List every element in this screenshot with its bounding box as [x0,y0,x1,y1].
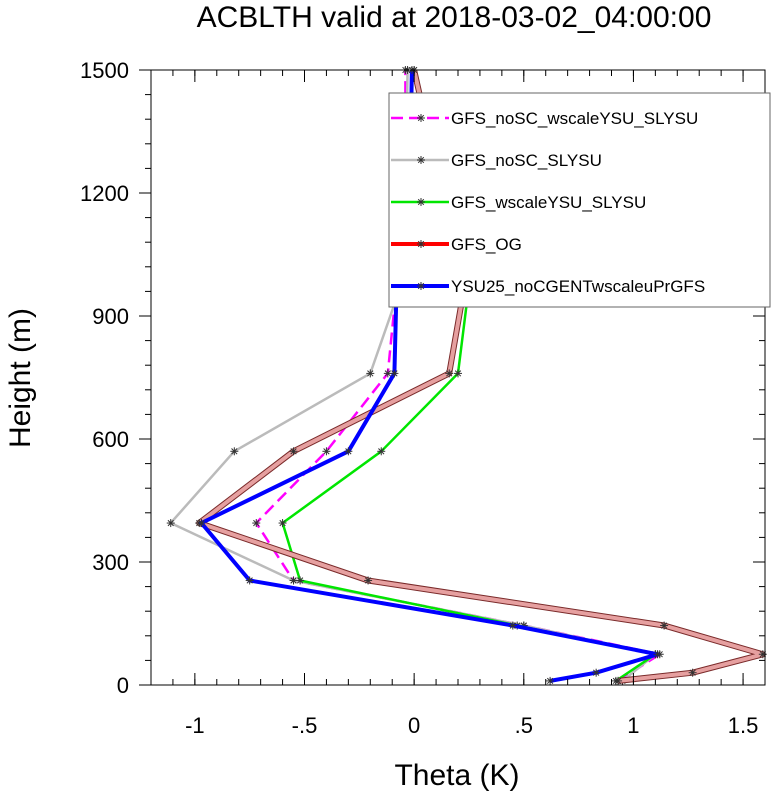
x-axis-title: Theta (K) [394,759,519,792]
data-point [364,576,373,585]
legend-label: GFS_noSC_SLYSU [451,151,602,170]
data-point [653,650,662,659]
chart-title: ACBLTH valid at 2018-03-02_04:00:00 [197,1,712,34]
x-tick-label: -1 [185,713,205,738]
data-point [592,668,601,677]
y-tick-label: 300 [92,550,129,575]
legend-label: YSU25_noCGENTwscaleuPrGFS [451,277,705,296]
y-tick-label: 0 [117,673,129,698]
data-point [508,621,517,630]
legend-box [388,92,771,308]
data-point [166,519,175,528]
legend-marker [417,282,425,290]
data-point [245,576,254,585]
data-point [197,519,206,528]
data-point [758,650,767,659]
data-point [454,369,462,378]
legend-item: GFS_wscaleYSU_SLYSU [391,193,646,212]
legend-marker [417,114,425,122]
x-tick-label: 1 [627,713,639,738]
data-point [688,668,697,677]
data-point [252,519,261,528]
legend-marker [417,156,425,164]
data-point [278,519,287,528]
legend: GFS_noSC_wscaleYSU_SLYSU GFS_noSC_SLYSU GF… [388,92,771,308]
legend-marker [417,198,425,206]
legend-item: GFS_OG [391,235,522,254]
data-point [390,369,399,378]
y-tick-label: 1200 [80,181,129,206]
data-point [614,676,623,685]
x-tick-label: .5 [515,713,533,738]
data-point [289,576,298,585]
legend-marker [417,240,425,248]
x-tick-label: -.5 [292,713,318,738]
data-point [230,447,239,456]
y-tick-label: 900 [92,304,129,329]
axes: -1 -.5 0 .5 1 1.5 0 300 600 900 1200 1500 [80,58,766,738]
data-point [660,621,669,630]
legend-item: GFS_noSC_SLYSU [391,151,602,170]
data-point [445,369,454,378]
data-point [322,447,331,456]
x-tick-label: 1.5 [728,713,759,738]
data-point [366,369,375,378]
data-point [296,576,305,585]
data-point [289,447,298,456]
data-point [377,447,386,456]
y-tick-label: 600 [92,427,129,452]
legend-label: GFS_wscaleYSU_SLYSU [451,193,646,212]
legend-item: GFS_noSC_wscaleYSU_SLYSU [391,109,698,128]
y-tick-label: 1500 [80,58,129,83]
x-tick-label: 0 [408,713,420,738]
legend-label: GFS_noSC_wscaleYSU_SLYSU [451,109,698,128]
legend-item: YSU25_noCGENTwscaleuPrGFS [391,277,705,296]
y-axis-title: Height (m) [4,308,37,448]
legend-label: GFS_OG [451,235,522,254]
data-point [344,447,353,456]
data-point [546,676,555,685]
